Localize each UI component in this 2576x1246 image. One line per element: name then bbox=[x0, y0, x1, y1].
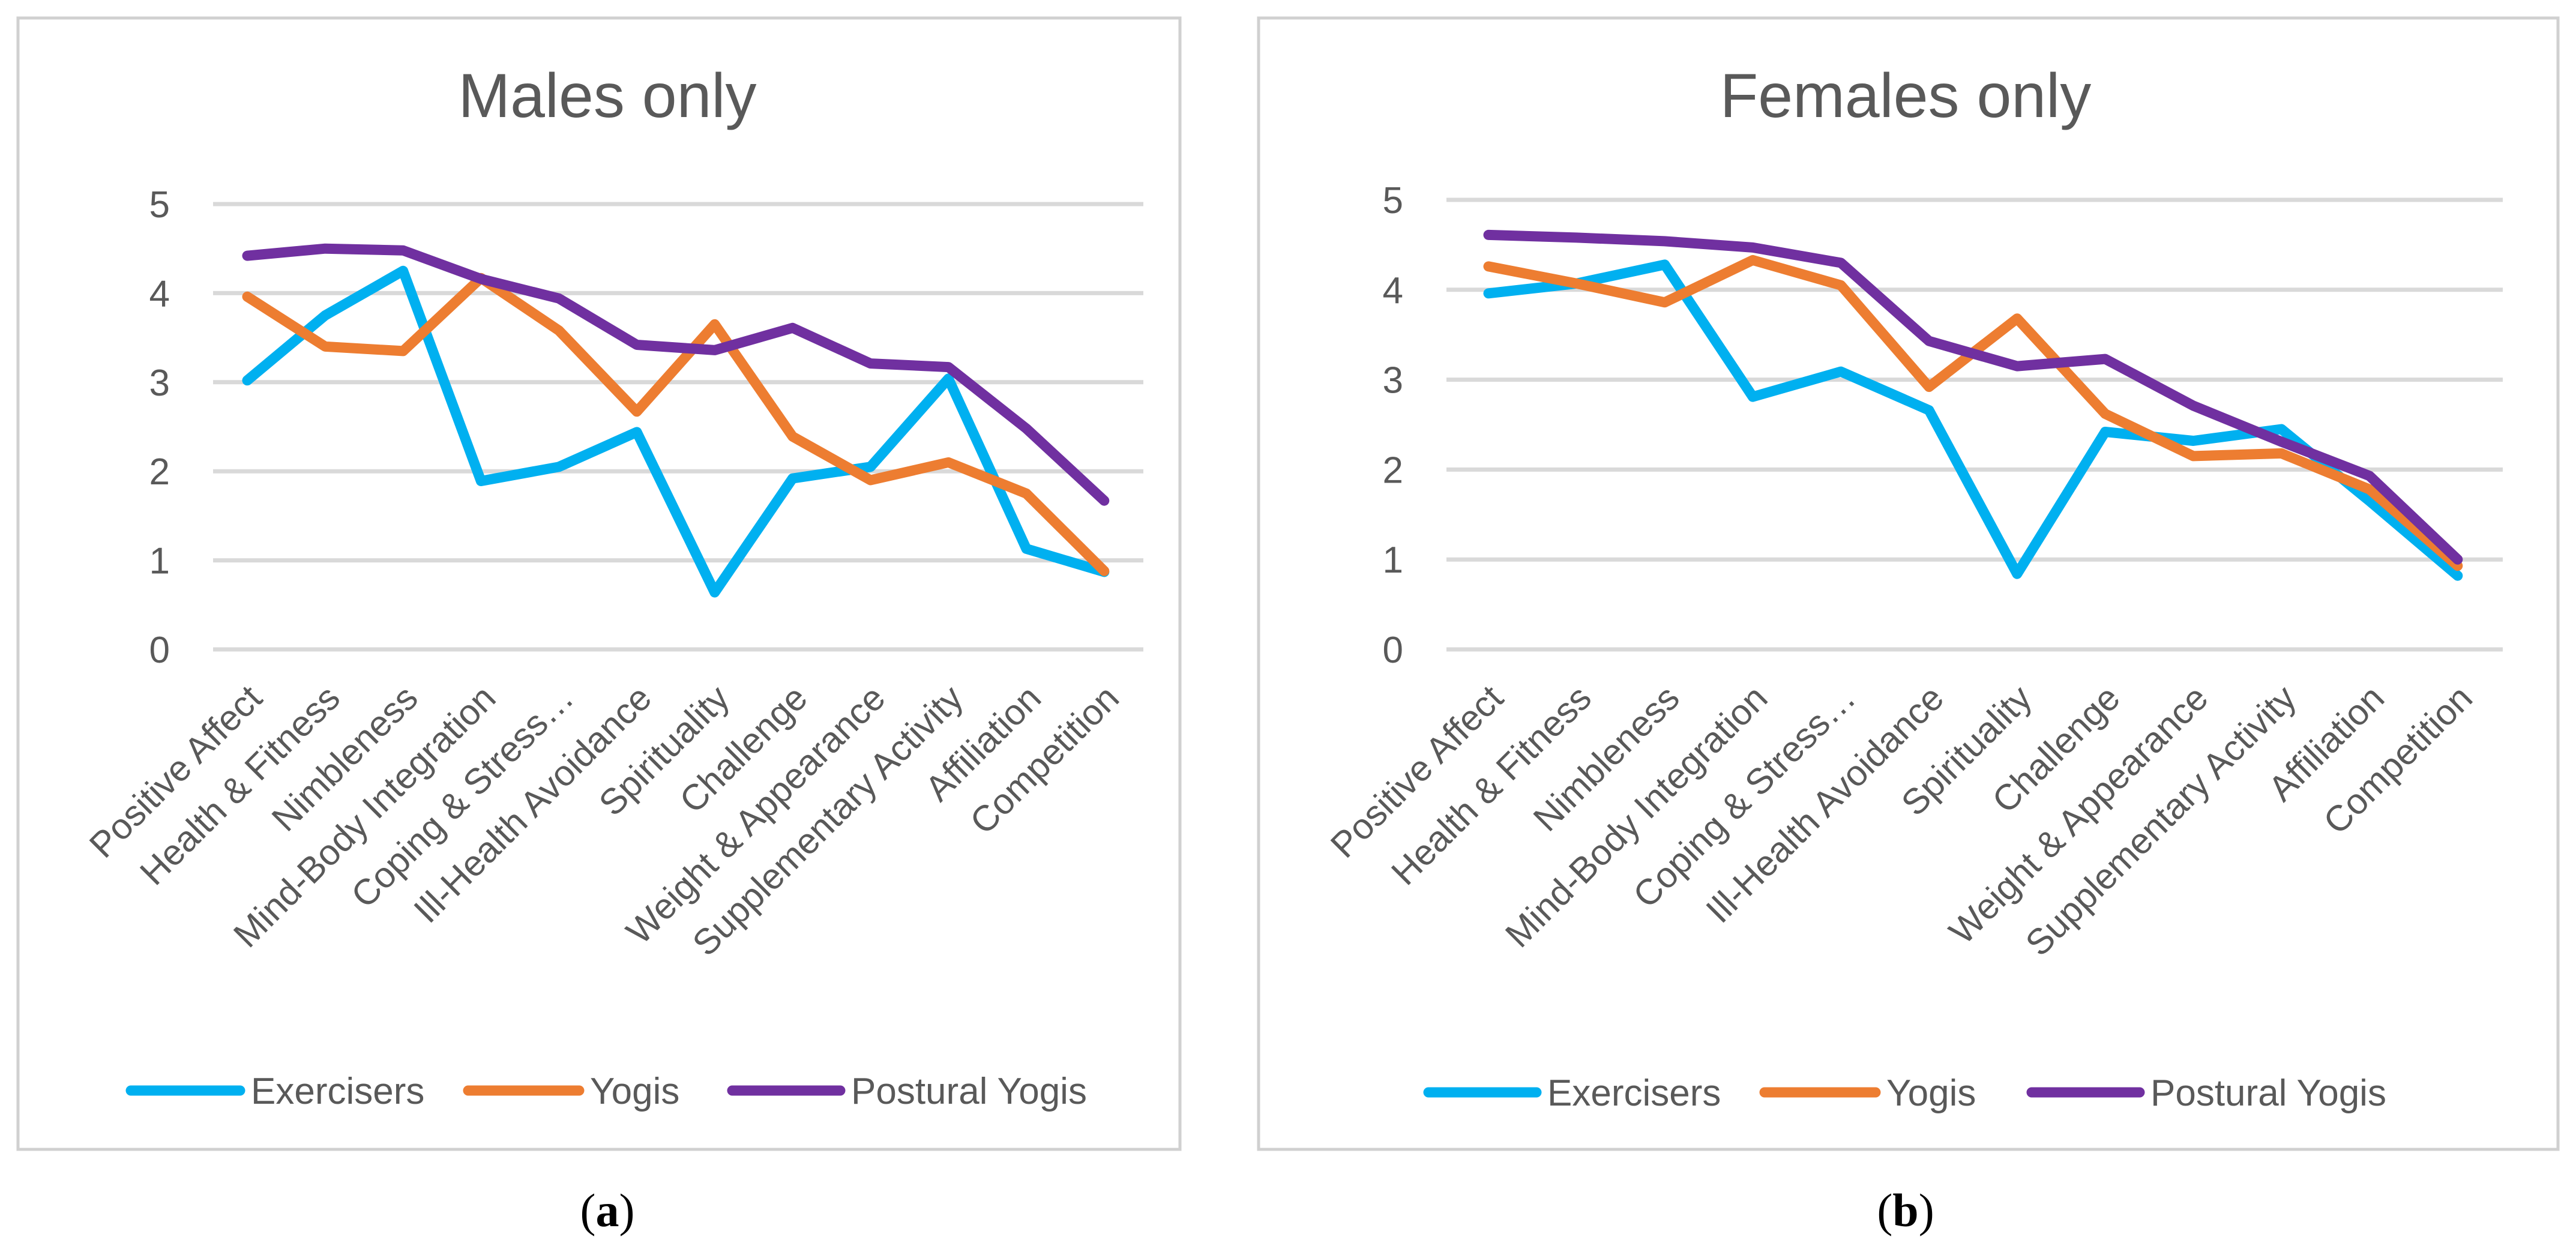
y-tick-label: 0 bbox=[149, 630, 170, 671]
panel-caption-letter: b bbox=[1892, 1184, 1918, 1236]
y-tick-label: 1 bbox=[149, 541, 170, 582]
y-tick-label: 3 bbox=[149, 363, 170, 404]
y-tick-label: 4 bbox=[149, 273, 170, 315]
chart-frame bbox=[1257, 16, 2560, 1151]
series-line-postural-yogis bbox=[242, 243, 1110, 506]
chart-title: Males only bbox=[458, 61, 756, 131]
legend-label: Yogis bbox=[590, 1071, 679, 1112]
panel-caption-letter: a bbox=[596, 1184, 619, 1236]
panel-caption: (a) bbox=[580, 1184, 635, 1236]
legend-label: Exercisers bbox=[251, 1071, 424, 1112]
legend-label: Postural Yogis bbox=[851, 1071, 1087, 1112]
legend-label: Postural Yogis bbox=[2150, 1073, 2386, 1114]
panel-caption: (b) bbox=[1877, 1184, 1934, 1236]
y-tick-label: 4 bbox=[1383, 270, 1403, 312]
series-line-exercisers bbox=[1483, 259, 2463, 581]
y-tick-label: 0 bbox=[1383, 630, 1403, 671]
legend-label: Exercisers bbox=[1547, 1073, 1721, 1114]
chart-frame bbox=[16, 16, 1182, 1151]
y-tick-label: 5 bbox=[149, 184, 170, 226]
y-tick-label: 2 bbox=[1383, 450, 1403, 491]
y-tick-label: 5 bbox=[1383, 180, 1403, 221]
series-line-exercisers bbox=[242, 265, 1110, 598]
y-tick-label: 1 bbox=[1383, 540, 1403, 581]
legend-label: Yogis bbox=[1886, 1073, 1976, 1114]
series-line-yogis bbox=[242, 272, 1110, 576]
series-line-yogis bbox=[1483, 254, 2463, 571]
series-line-postural-yogis bbox=[1483, 229, 2463, 565]
chart-title: Females only bbox=[1720, 61, 2091, 131]
y-tick-label: 3 bbox=[1383, 360, 1403, 402]
y-tick-label: 2 bbox=[149, 451, 170, 493]
